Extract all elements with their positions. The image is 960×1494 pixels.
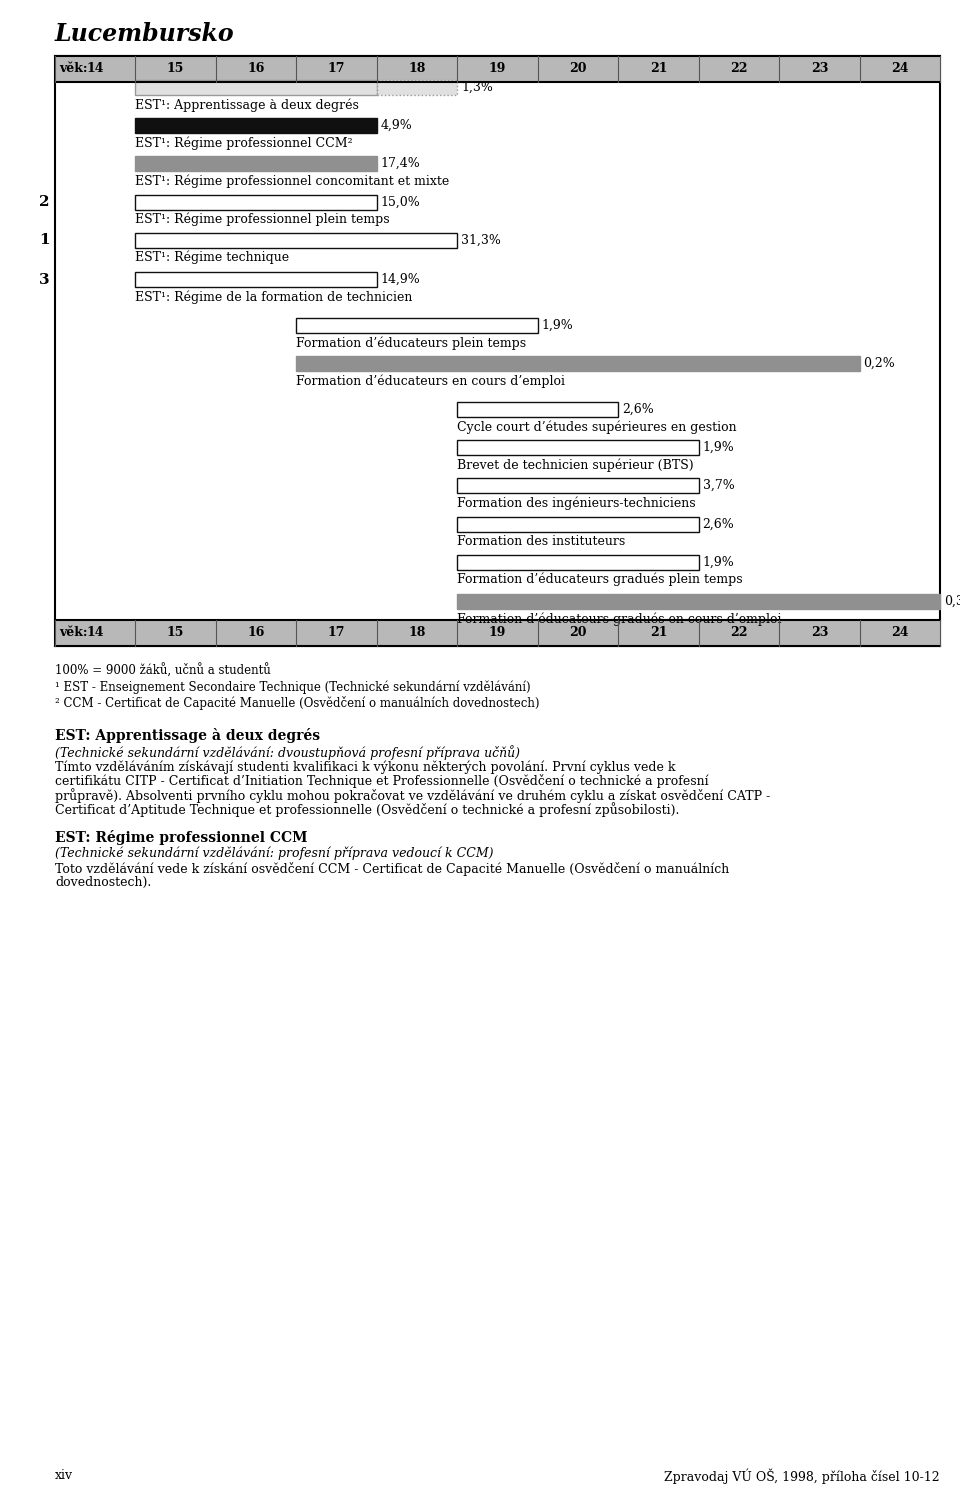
Bar	[297, 356, 859, 371]
Bar	[135, 233, 457, 248]
Bar	[135, 81, 377, 96]
Text: 0,3%: 0,3%	[944, 595, 960, 608]
Text: Formation d’éducateurs plein temps: Formation d’éducateurs plein temps	[297, 336, 526, 350]
Text: (Technické sekundární vzdělávání: dvoustupňová profesní příprava učňů): (Technické sekundární vzdělávání: dvoust…	[55, 746, 520, 760]
Text: EST¹: Régime professionnel CCM²: EST¹: Régime professionnel CCM²	[135, 136, 353, 149]
Text: 1,9%: 1,9%	[541, 320, 573, 332]
Text: 18: 18	[408, 63, 425, 76]
Text: 4,9%: 4,9%	[381, 120, 413, 131]
Text: Zpravodaj VÚ OŠ, 1998, příloha čísel 10-12: Zpravodaj VÚ OŠ, 1998, příloha čísel 10-…	[664, 1469, 940, 1485]
Text: 1,3%: 1,3%	[461, 81, 493, 94]
Text: 24: 24	[891, 63, 908, 76]
Text: 2: 2	[39, 196, 50, 209]
Text: 14: 14	[86, 63, 104, 76]
Text: 22: 22	[731, 626, 748, 639]
Text: Brevet de technicien supérieur (BTS): Brevet de technicien supérieur (BTS)	[457, 459, 694, 472]
Bar	[135, 196, 377, 211]
Text: EST¹: Régime professionnel concomitant et mixte: EST¹: Régime professionnel concomitant e…	[135, 173, 449, 188]
Bar	[457, 478, 699, 493]
Text: průpravě). Absolventi prvního cyklu mohou pokračovat ve vzdělávání ve druhém cyk: průpravě). Absolventi prvního cyklu moho…	[55, 787, 770, 802]
Text: 21: 21	[650, 63, 667, 76]
Text: 1,9%: 1,9%	[703, 441, 734, 454]
Text: 16: 16	[248, 626, 265, 639]
Text: 3: 3	[39, 272, 50, 287]
Text: 20: 20	[569, 63, 587, 76]
Text: Formation d’éducateurs gradués plein temps: Formation d’éducateurs gradués plein tem…	[457, 574, 743, 587]
Text: 100% = 9000 žáků, učnů a studentů: 100% = 9000 žáků, učnů a studentů	[55, 663, 271, 678]
Text: Formation d’éducateurs en cours d’emploi: Formation d’éducateurs en cours d’emploi	[297, 374, 565, 387]
Text: Formation d’éducateurs gradués en cours d’emploi: Formation d’éducateurs gradués en cours …	[457, 613, 781, 626]
Text: 19: 19	[489, 626, 506, 639]
Text: dovednostech).: dovednostech).	[55, 875, 152, 889]
Text: Certificat d’Aptitude Technique et professionnelle (Osvědčení o technické a prof: Certificat d’Aptitude Technique et profe…	[55, 802, 680, 817]
Text: EST: Régime professionnel CCM: EST: Régime professionnel CCM	[55, 831, 307, 846]
Text: EST¹: Régime de la formation de technicien: EST¹: Régime de la formation de technici…	[135, 290, 413, 303]
Text: věk:: věk:	[59, 63, 87, 76]
Text: Lucembursko: Lucembursko	[55, 22, 234, 46]
Text: 3,7%: 3,7%	[703, 480, 734, 492]
Text: (Technické sekundární vzdělávání: profesní příprava vedoucí k CCM): (Technické sekundární vzdělávání: profes…	[55, 847, 493, 861]
Text: 14: 14	[86, 626, 104, 639]
Text: 16: 16	[248, 63, 265, 76]
Bar	[135, 118, 377, 133]
Text: 17: 17	[328, 63, 346, 76]
Text: 23: 23	[810, 63, 828, 76]
Bar	[457, 441, 699, 456]
Bar	[457, 402, 618, 417]
Text: EST¹: Régime technique: EST¹: Régime technique	[135, 251, 290, 264]
Text: xiv: xiv	[55, 1469, 73, 1482]
Text: 19: 19	[489, 63, 506, 76]
Text: EST: Apprentissage à deux degrés: EST: Apprentissage à deux degrés	[55, 728, 320, 743]
Bar	[135, 272, 377, 287]
Text: 1,9%: 1,9%	[703, 556, 734, 569]
Text: EST¹: Apprentissage à deux degrés: EST¹: Apprentissage à deux degrés	[135, 99, 359, 112]
Text: 31,3%: 31,3%	[461, 235, 501, 247]
Text: 18: 18	[408, 626, 425, 639]
Text: ² CCM - Certificat de Capacité Manuelle (Osvědčení o manuálních dovednostech): ² CCM - Certificat de Capacité Manuelle …	[55, 696, 540, 710]
Bar	[457, 517, 699, 532]
Bar	[55, 620, 940, 645]
Text: certifikátu CITP - Certificat d’Initiation Technique et Professionnelle (Osvědče: certifikátu CITP - Certificat d’Initiati…	[55, 774, 708, 787]
Bar	[55, 55, 940, 82]
Text: 17: 17	[328, 626, 346, 639]
Bar	[55, 55, 940, 645]
Text: 21: 21	[650, 626, 667, 639]
Text: Toto vzdělávání vede k získání osvědčení CCM - Certificat de Capacité Manuelle (: Toto vzdělávání vede k získání osvědčení…	[55, 862, 730, 875]
Bar	[135, 155, 377, 170]
Text: 14,9%: 14,9%	[381, 273, 420, 285]
Bar	[457, 595, 940, 610]
Text: 24: 24	[891, 626, 908, 639]
Bar	[297, 318, 538, 333]
Text: 17,4%: 17,4%	[381, 157, 420, 170]
Text: 2,6%: 2,6%	[622, 403, 654, 415]
Text: 2,6%: 2,6%	[703, 518, 734, 530]
Bar	[457, 554, 699, 571]
Text: 1: 1	[39, 233, 50, 248]
Text: ¹ EST - Enseignement Secondaire Technique (Technické sekundární vzdělávání): ¹ EST - Enseignement Secondaire Techniqu…	[55, 680, 531, 693]
Text: Cycle court d’études supérieures en gestion: Cycle court d’études supérieures en gest…	[457, 420, 737, 433]
Text: 23: 23	[810, 626, 828, 639]
Text: 15,0%: 15,0%	[381, 196, 420, 209]
Text: Formation des ingénieurs-techniciens: Formation des ingénieurs-techniciens	[457, 496, 696, 509]
Text: Formation des instituteurs: Formation des instituteurs	[457, 535, 626, 548]
Text: věk:: věk:	[59, 626, 87, 639]
Text: 15: 15	[167, 63, 184, 76]
Text: EST¹: Régime professionnel plein temps: EST¹: Régime professionnel plein temps	[135, 214, 390, 227]
Text: 22: 22	[731, 63, 748, 76]
Bar	[377, 81, 457, 96]
Text: 20: 20	[569, 626, 587, 639]
Text: 15: 15	[167, 626, 184, 639]
Text: Tímto vzděláváním získávají studenti kvalifikaci k výkonu některých povolání. Pr: Tímto vzděláváním získávají studenti kva…	[55, 760, 676, 774]
Text: 0,2%: 0,2%	[864, 357, 896, 371]
